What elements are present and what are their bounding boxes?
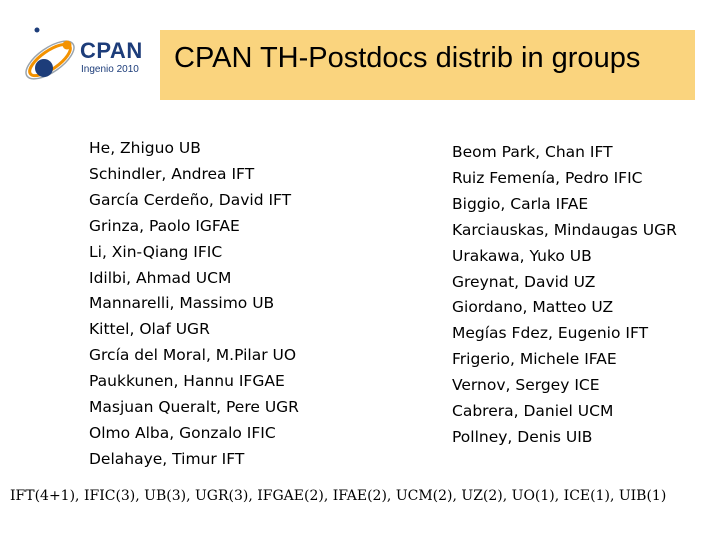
- list-item: Masjuan Queralt, Pere UGR: [89, 398, 299, 417]
- list-item: Schindler, Andrea IFT: [89, 164, 255, 183]
- logo-name: CPAN: [80, 38, 143, 63]
- list-item: Li, Xin-Qiang IFIC: [89, 242, 223, 261]
- right-name-list: Beom Park, Chan IFT Ruiz Femenía, Pedro …: [452, 140, 677, 451]
- title-banner: CPAN TH-Postdocs distrib in groups: [160, 30, 695, 100]
- list-item: Paukkunen, Hannu IFGAE: [89, 372, 285, 391]
- list-item: Megías Fdez, Eugenio IFT: [452, 324, 649, 343]
- page-title: CPAN TH-Postdocs distrib in groups: [174, 42, 641, 74]
- list-item: Cabrera, Daniel UCM: [452, 402, 614, 421]
- list-item: Vernov, Sergey ICE: [452, 376, 600, 395]
- list-item: Grinza, Paolo IGFAE: [89, 216, 240, 235]
- list-item: Olmo Alba, Gonzalo IFIC: [89, 423, 276, 442]
- list-item: Giordano, Matteo UZ: [452, 298, 614, 317]
- list-item: García Cerdeño, David IFT: [89, 190, 292, 209]
- list-item: He, Zhiguo UB: [89, 139, 201, 157]
- cpan-logo: CPAN Ingenio 2010: [18, 22, 160, 92]
- list-item: Beom Park, Chan IFT: [452, 143, 613, 161]
- list-item: Delahaye, Timur IFT: [89, 449, 245, 468]
- list-item: Karciauskas, Mindaugas UGR: [452, 220, 677, 239]
- atom-orbit-icon: [25, 27, 75, 80]
- list-item: Greynat, David UZ: [452, 272, 596, 291]
- list-item: Biggio, Carla IFAE: [452, 194, 589, 213]
- list-item: Mannarelli, Massimo UB: [89, 294, 275, 313]
- list-item: Pollney, Denis UIB: [452, 427, 593, 446]
- list-item: Urakawa, Yuko UB: [452, 246, 592, 265]
- list-item: Frigerio, Michele IFAE: [452, 350, 617, 369]
- left-name-list: He, Zhiguo UB Schindler, Andrea IFT Garc…: [89, 136, 299, 473]
- logo-subtitle: Ingenio 2010: [81, 64, 139, 75]
- list-item: Idilbi, Ahmad UCM: [89, 268, 232, 287]
- list-item: Ruiz Femenía, Pedro IFIC: [452, 168, 643, 187]
- group-summary: IFT(4+1), IFIC(3), UB(3), UGR(3), IFGAE(…: [10, 488, 667, 504]
- list-item: Kittel, Olaf UGR: [89, 320, 210, 339]
- list-item: Grcía del Moral, M.Pilar UO: [89, 346, 297, 365]
